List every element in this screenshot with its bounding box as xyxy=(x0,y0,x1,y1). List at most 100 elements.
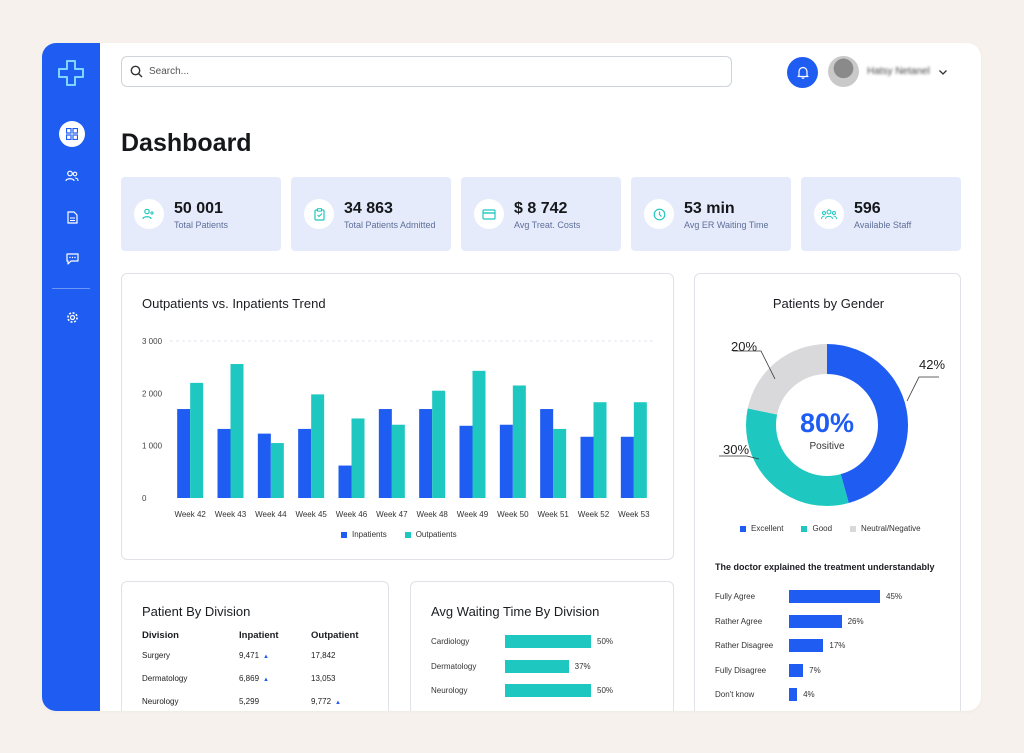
col-outpatient: Outpatient xyxy=(311,630,359,641)
bar-rather-disagree[interactable] xyxy=(789,639,824,652)
staff-icon xyxy=(814,199,844,229)
bar-fully-agree[interactable] xyxy=(789,590,880,603)
waiting-title: Avg Waiting Time By Division xyxy=(431,604,600,619)
legend-inpatients: Inpatients xyxy=(341,530,387,539)
col-inpatient: Inpatient xyxy=(239,630,279,641)
bar-value: 26% xyxy=(847,616,864,626)
x-tick-label: Week 46 xyxy=(336,510,368,519)
chevron-down-icon xyxy=(938,69,947,75)
bar-value: 45% xyxy=(886,592,903,601)
x-tick-label: Week 43 xyxy=(215,510,247,519)
x-tick-label: Week 42 xyxy=(174,510,206,519)
bar-inpatients-week-46[interactable] xyxy=(338,465,352,498)
donut-center-value: 80% xyxy=(800,408,854,438)
bar-outpatients-week-53[interactable] xyxy=(633,402,647,498)
stat-value: 596 xyxy=(854,200,881,217)
legend-neutral: Neutral/Negative xyxy=(850,524,921,533)
table-row[interactable]: Dermatology 6,869 ▲ 13,053 xyxy=(142,674,336,683)
legend-excellent: Excellent xyxy=(740,524,783,533)
bar-outpatients-week-51[interactable] xyxy=(553,428,567,498)
bar-outpatients-week-42[interactable] xyxy=(190,382,204,498)
x-tick-label: Week 47 xyxy=(376,510,408,519)
stat-value: $ 8 742 xyxy=(514,200,568,217)
waiting-card: Avg Waiting Time By Division Cardiology 5… xyxy=(410,581,674,711)
y-tick-label: 3 000 xyxy=(142,337,163,346)
search-bar[interactable] xyxy=(121,56,732,87)
stat-card-patients-admitted: 34 863 Total Patients Admitted xyxy=(291,177,451,251)
stat-label: Total Patients xyxy=(174,220,229,230)
bar-inpatients-week-44[interactable] xyxy=(257,433,271,498)
bar-value: 50% xyxy=(597,686,614,695)
search-input[interactable] xyxy=(149,66,709,77)
leader-line xyxy=(719,455,760,460)
bar-outpatients-week-48[interactable] xyxy=(432,390,446,498)
users-icon xyxy=(65,170,79,182)
bar-inpatients-week-53[interactable] xyxy=(620,436,634,498)
bar-fully-disagree[interactable] xyxy=(789,663,804,677)
bar-dermatology[interactable] xyxy=(505,659,569,673)
gear-icon xyxy=(66,311,78,323)
donut-slice-neutral-negative[interactable] xyxy=(746,344,908,506)
user-menu[interactable]: Hatsy Netanel xyxy=(828,56,948,87)
sidebar-item-patients[interactable] xyxy=(59,163,85,189)
user-name: Hatsy Netanel xyxy=(867,66,930,77)
x-tick-label: Week 52 xyxy=(578,510,610,519)
gender-title: Patients by Gender xyxy=(772,296,885,311)
trend-up-icon: ▲ xyxy=(263,677,269,683)
bar-outpatients-week-47[interactable] xyxy=(391,424,405,498)
bar-outpatients-week-43[interactable] xyxy=(230,364,244,498)
logo-icon xyxy=(58,60,84,86)
bar-inpatients-week-48[interactable] xyxy=(419,409,433,498)
notifications-button[interactable] xyxy=(787,57,818,88)
sidebar-item-dashboard[interactable] xyxy=(59,121,85,147)
bar-outpatients-week-50[interactable] xyxy=(512,385,526,498)
y-tick-label: 0 xyxy=(142,494,147,503)
bar-don-t-know[interactable] xyxy=(789,688,798,701)
avatar xyxy=(828,56,859,87)
sidebar-item-messages[interactable] xyxy=(59,246,85,272)
sidebar-divider xyxy=(52,288,90,289)
bar-neurology[interactable] xyxy=(505,684,591,697)
x-tick-label: Week 45 xyxy=(295,510,327,519)
bar-inpatients-week-52[interactable] xyxy=(580,436,594,498)
bar-inpatients-week-47[interactable] xyxy=(378,409,392,498)
trend-chart-title: Outpatients vs. Inpatients Trend xyxy=(142,296,326,311)
x-tick-label: Week 48 xyxy=(416,510,448,519)
bar-outpatients-week-44[interactable] xyxy=(270,443,284,498)
leader-line xyxy=(733,350,776,380)
bar-outpatients-week-52[interactable] xyxy=(593,402,607,498)
sidebar-item-documents[interactable] xyxy=(59,204,85,230)
y-tick-label: 2 000 xyxy=(142,389,163,398)
table-row[interactable]: Surgery 9,471 ▲ 17,842 xyxy=(142,651,336,660)
gender-card: Patients by Gender 80% Positive 42% 30% 20% … xyxy=(694,273,961,711)
page-title: Dashboard xyxy=(121,129,252,157)
bar-value: 37% xyxy=(574,661,591,671)
bar-cardiology[interactable] xyxy=(505,635,591,648)
bar-inpatients-week-42[interactable] xyxy=(177,409,191,498)
bell-icon xyxy=(796,66,809,79)
sidebar-item-settings[interactable] xyxy=(59,304,85,330)
search-icon xyxy=(130,65,143,78)
stat-value: 34 863 xyxy=(344,200,393,217)
bar-outpatients-week-49[interactable] xyxy=(472,370,486,498)
trend-chart-card: Outpatients vs. Inpatients Trend 0 1 000 2… xyxy=(121,273,674,560)
bar-inpatients-week-49[interactable] xyxy=(459,425,473,498)
y-tick-label: 1 000 xyxy=(142,442,163,451)
stat-value: 53 min xyxy=(684,200,735,217)
bar-inpatients-week-51[interactable] xyxy=(540,409,554,498)
bar-inpatients-week-43[interactable] xyxy=(217,428,231,498)
stat-card-available-staff: 596 Available Staff xyxy=(801,177,961,251)
bar-outpatients-week-45[interactable] xyxy=(311,394,325,498)
bar-inpatients-week-50[interactable] xyxy=(499,424,513,498)
bar-rather-agree[interactable] xyxy=(789,614,842,628)
leader-line xyxy=(906,376,939,402)
division-title: Patient By Division xyxy=(142,604,251,619)
bar-inpatients-week-45[interactable] xyxy=(298,428,312,498)
bar-value: 7% xyxy=(809,665,821,675)
bar-outpatients-week-46[interactable] xyxy=(351,418,365,498)
donut-slice-good[interactable] xyxy=(746,344,908,506)
bar-label: Rather Disagree xyxy=(715,641,774,650)
trend-up-icon: ▲ xyxy=(263,654,269,660)
table-row[interactable]: Neurology 5,299 9,772 ▲ xyxy=(142,697,341,706)
bar-label: Cardiology xyxy=(431,637,470,646)
